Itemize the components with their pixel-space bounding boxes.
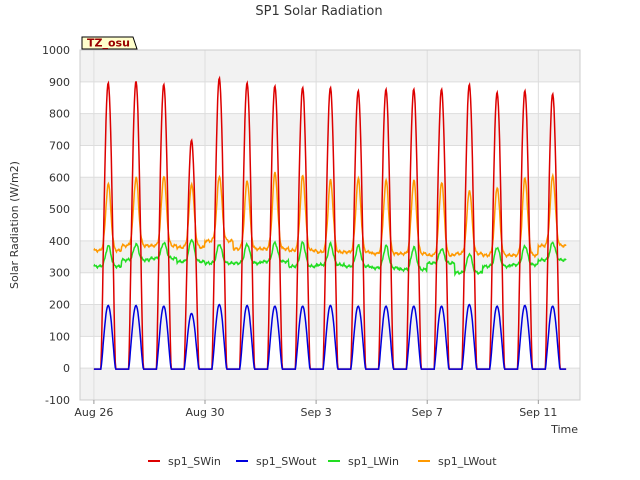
x-tick-label: Sep 7 bbox=[412, 406, 443, 419]
series-line-sp1_LWin bbox=[93, 238, 567, 277]
y-tick-label: 100 bbox=[49, 330, 70, 343]
y-tick-label: 600 bbox=[49, 171, 70, 184]
series-lines bbox=[93, 75, 567, 370]
x-tick-label: Sep 3 bbox=[300, 406, 331, 419]
x-tick-label: Aug 30 bbox=[186, 406, 225, 419]
plot-frame bbox=[79, 49, 581, 401]
y-tick-label: 300 bbox=[49, 267, 70, 280]
legend: sp1_SWin sp1_SWout sp1_LWin sp1_LWout bbox=[148, 455, 497, 468]
x-tick-label: Aug 26 bbox=[74, 406, 113, 419]
tz-badge-label: TZ_osu bbox=[87, 37, 130, 50]
series-line-sp1_SWout bbox=[93, 303, 567, 370]
y-tick-label: 500 bbox=[49, 203, 70, 216]
y-tick-label: 700 bbox=[49, 139, 70, 152]
legend-label: sp1_LWin bbox=[348, 455, 399, 468]
x-axis: Aug 26 Aug 30 Sep 3 Sep 7 Sep 11 bbox=[74, 400, 557, 419]
x-tick-label: Sep 11 bbox=[519, 406, 557, 419]
y-tick-label: 900 bbox=[49, 76, 70, 89]
grid-band bbox=[80, 50, 580, 82]
legend-label: sp1_SWout bbox=[256, 455, 317, 468]
grid bbox=[80, 49, 580, 401]
series-line-sp1_LWout bbox=[93, 171, 567, 259]
y-tick-label: 800 bbox=[49, 108, 70, 121]
x-axis-label: Time bbox=[550, 423, 578, 436]
y-axis: -100 0 100 200 300 400 500 600 700 800 900 1000 bbox=[42, 44, 70, 407]
y-tick-label: -100 bbox=[45, 394, 70, 407]
plot-background bbox=[80, 50, 580, 400]
chart-title: SP1 Solar Radiation bbox=[255, 4, 382, 19]
y-tick-label: 400 bbox=[49, 235, 70, 248]
y-tick-label: 200 bbox=[49, 299, 70, 312]
grid-band bbox=[80, 113, 580, 146]
legend-label: sp1_LWout bbox=[438, 455, 497, 468]
y-tick-label: 1000 bbox=[42, 44, 70, 57]
y-axis-label: Solar Radiation (W/m2) bbox=[8, 161, 21, 289]
grid-band bbox=[80, 304, 580, 337]
y-tick-label: 0 bbox=[63, 362, 70, 375]
legend-label: sp1_SWin bbox=[168, 455, 221, 468]
tz-badge: TZ_osu bbox=[81, 36, 138, 50]
grid-band bbox=[80, 368, 580, 400]
